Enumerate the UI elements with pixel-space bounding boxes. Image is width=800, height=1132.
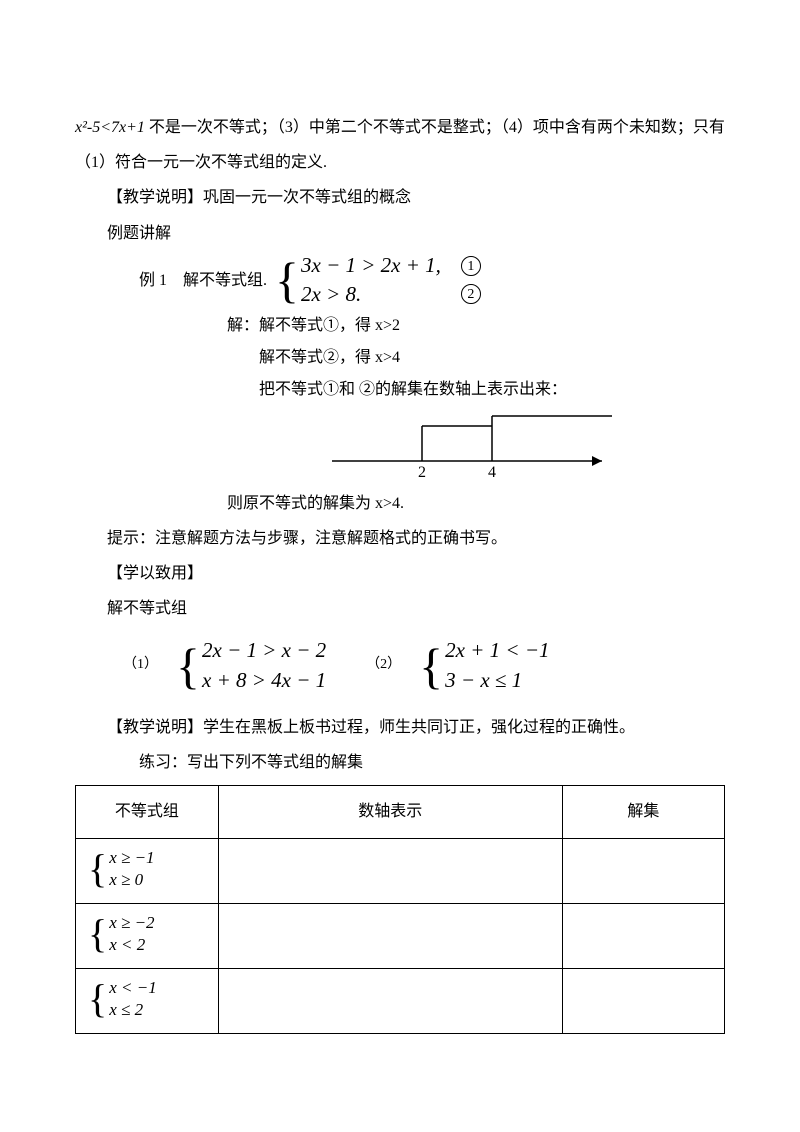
th-2: 数轴表示 [218,786,562,838]
exercise-2: （2） { 2x + 1 < −1 3 − x ≤ 1 [366,636,549,695]
tick-label-2: 2 [418,464,426,481]
th-1: 不等式组 [76,786,219,838]
table-row: { x ≥ −1 x ≥ 0 [76,838,725,903]
ex2-eq1: 2x + 1 < −1 [445,636,549,665]
row3-system: { x < −1 x ≤ 2 [88,977,157,1021]
circle-2-icon: 2 [461,284,481,304]
row2-col1: { x ≥ −2 x < 2 [76,903,219,968]
example-1-label: 例 1 解不等式组. [139,263,267,298]
row3-eq2: x ≤ 2 [109,999,157,1021]
tip-line: 提示：注意解题方法与步骤，注意解题格式的正确书写。 [75,521,725,556]
row2-system: { x ≥ −2 x < 2 [88,912,155,956]
number-line-svg: 2 4 [322,411,622,481]
math-inline: x²-5<7x+1 [75,119,149,136]
th-3: 解集 [562,786,724,838]
exercise-1: （1） { 2x − 1 > x − 2 x + 8 > 4x − 1 [123,636,326,695]
table-row: { x ≥ −2 x < 2 [76,903,725,968]
solution-block: 解：解不等式①，得 x>2 解不等式②，得 x>4 把不等式①和 ②的解集在数轴… [227,310,725,406]
paragraph-line-1: x²-5<7x+1 不是一次不等式；（3）中第二个不等式不是整式；（4）项中含有… [75,110,725,145]
brace-icon: { [88,853,107,885]
exercise-2-lines: 2x + 1 < −1 3 − x ≤ 1 [445,636,549,695]
eq-line-1: 3x − 1 > 2x + 1, [301,251,441,280]
ex2-eq2: 3 − x ≤ 1 [445,666,549,695]
row1-col3 [562,838,724,903]
ex1-eq2: x + 8 > 4x − 1 [202,666,326,695]
teaching-note-2: 【教学说明】学生在黑板上板书过程，师生共同订正，强化过程的正确性。 [75,710,725,745]
table-header-row: 不等式组 数轴表示 解集 [76,786,725,838]
circle-1-icon: 1 [461,256,481,276]
teaching-note-1: 【教学说明】巩固一元一次不等式组的概念 [75,180,725,215]
row3-col2 [218,969,562,1034]
row2-col2 [218,903,562,968]
exercise-1-system: { 2x − 1 > x − 2 x + 8 > 4x − 1 [176,636,326,695]
solution-line-4: 则原不等式的解集为 x>4. [227,486,725,521]
example-intro: 例题讲解 [75,216,725,251]
row1-col2 [218,838,562,903]
row2-eq2: x < 2 [109,934,154,956]
row2-eq1: x ≥ −2 [109,912,154,934]
table-intro: 练习：写出下列不等式组的解集 [75,745,725,780]
table-row: { x < −1 x ≤ 2 [76,969,725,1034]
exercise-2-system: { 2x + 1 < −1 3 − x ≤ 1 [419,636,549,695]
example-1: 例 1 解不等式组. { 3x − 1 > 2x + 1, 2x > 8. 1 … [139,251,725,310]
row1-eq1: x ≥ −1 [109,847,154,869]
equation-numbers: 1 2 [461,256,481,304]
equation-system-1: { 3x − 1 > 2x + 1, 2x > 8. 1 2 [275,251,481,310]
exercise-1-lines: 2x − 1 > x − 2 x + 8 > 4x − 1 [202,636,326,695]
brace-icon: { [88,918,107,950]
equation-lines: 3x − 1 > 2x + 1, 2x > 8. [301,251,441,310]
row3-col3 [562,969,724,1034]
row3-col1: { x < −1 x ≤ 2 [76,969,219,1034]
brace-icon: { [88,983,107,1015]
eq-line-2: 2x > 8. [301,280,441,309]
solution-table: 不等式组 数轴表示 解集 { x ≥ −1 x ≥ 0 { x ≥ −2 x <… [75,785,725,1034]
solution-line-1: 解：解不等式①，得 x>2 [227,310,725,342]
row2-col3 [562,903,724,968]
brace-icon: { [275,260,299,300]
row1-system: { x ≥ −1 x ≥ 0 [88,847,155,891]
paragraph-line-2: （1）符合一元一次不等式组的定义. [75,145,725,180]
practice-label: 解不等式组 [75,591,725,626]
row1-col1: { x ≥ −1 x ≥ 0 [76,838,219,903]
solution-line-2: 解不等式②，得 x>4 [227,342,725,374]
brace-icon: { [419,646,443,686]
solution-line-3: 把不等式①和 ②的解集在数轴上表示出来： [227,374,725,406]
row1-eq2: x ≥ 0 [109,869,154,891]
tick-label-4: 4 [488,464,496,481]
exercise-1-label: （1） [123,650,158,681]
exercise-row: （1） { 2x − 1 > x − 2 x + 8 > 4x − 1 （2） … [123,636,725,695]
text-run: 不是一次不等式；（3）中第二个不等式不是整式；（4）项中含有两个未知数；只有 [149,119,725,136]
exercise-2-label: （2） [366,650,401,681]
row3-eq1: x < −1 [109,977,157,999]
number-line: 2 4 [219,411,725,481]
apply-heading: 【学以致用】 [75,556,725,591]
ex1-eq1: 2x − 1 > x − 2 [202,636,326,665]
brace-icon: { [176,646,200,686]
